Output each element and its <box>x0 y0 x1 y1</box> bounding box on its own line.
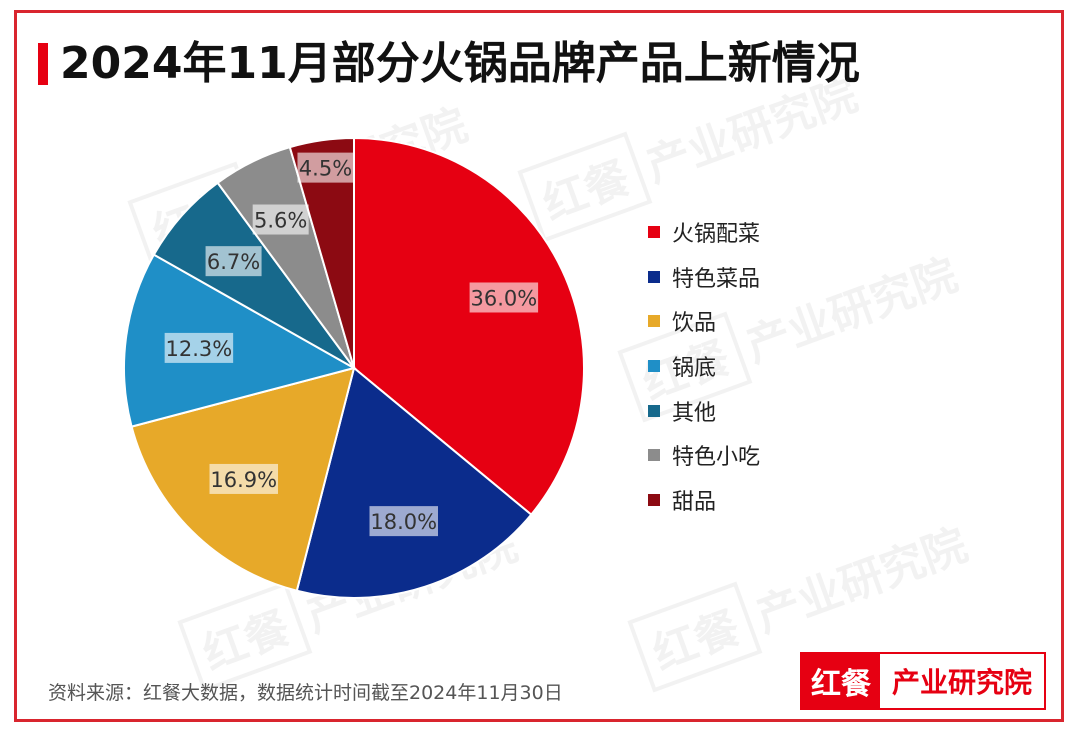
legend-swatch <box>648 493 660 506</box>
pie-data-label: 5.6% <box>252 204 309 235</box>
data-label-box <box>209 463 279 494</box>
pie-data-label: 16.9% <box>209 463 279 494</box>
data-label-box <box>164 332 234 363</box>
title-accent-bar <box>38 43 48 85</box>
pie-data-label: 12.3% <box>164 332 234 363</box>
chart-legend: 火锅配菜 特色菜品 饮品 锅底 其他 特色小吃 甜品 <box>648 210 760 522</box>
legend-item: 锅底 <box>648 344 760 389</box>
data-label-box <box>252 204 309 235</box>
logo-mark: 红餐 <box>802 654 880 708</box>
legend-label: 饮品 <box>672 311 717 337</box>
legend-item: 甜品 <box>648 478 760 523</box>
pie-data-label: 18.0% <box>369 506 439 537</box>
data-label-text: 6.7% <box>207 250 260 274</box>
chart-title: 2024年11月部分火锅品牌产品上新情况 <box>60 38 860 89</box>
pie-data-label: 6.7% <box>205 246 262 277</box>
data-label-box <box>469 282 539 313</box>
pie-slice <box>288 136 355 369</box>
legend-swatch <box>648 226 660 239</box>
legend-swatch <box>648 360 660 373</box>
legend-label: 火锅配菜 <box>672 222 761 248</box>
legend-swatch <box>648 315 660 328</box>
legend-item: 特色小吃 <box>648 433 760 478</box>
data-label-text: 18.0% <box>370 510 437 534</box>
pie-slices <box>123 136 585 599</box>
legend-swatch <box>648 404 660 417</box>
legend-label: 甜品 <box>672 489 717 515</box>
data-source-note: 资料来源：红餐大数据，数据统计时间截至2024年11月30日 <box>48 682 563 704</box>
legend-swatch <box>648 449 660 462</box>
pie-slice <box>123 253 357 428</box>
pie-data-labels: 36.0% 18.0% 16.9% 12.3% 6.7% 5.6% 4.5% <box>164 152 539 537</box>
data-label-text: 12.3% <box>166 337 233 361</box>
legend-item: 其他 <box>648 388 760 433</box>
logo-text: 产业研究院 <box>880 654 1045 708</box>
data-label-text: 16.9% <box>210 468 277 492</box>
legend-label: 特色菜品 <box>672 266 761 292</box>
legend-item: 饮品 <box>648 299 760 344</box>
data-label-box <box>205 246 262 277</box>
legend-swatch <box>648 270 660 283</box>
data-label-text: 5.6% <box>254 209 307 233</box>
data-label-text: 36.0% <box>470 286 537 310</box>
data-label-text: 4.5% <box>299 157 352 181</box>
legend-label: 锅底 <box>672 356 717 382</box>
data-label-box <box>369 506 439 537</box>
data-label-box <box>297 152 354 183</box>
legend-label: 特色小吃 <box>672 445 761 471</box>
pie-slice <box>295 366 533 599</box>
legend-label: 其他 <box>672 400 717 426</box>
pie-data-label: 4.5% <box>297 152 354 183</box>
pie-slice <box>353 136 585 517</box>
legend-item: 特色菜品 <box>648 255 760 300</box>
brand-logo: 红餐 产业研究院 <box>800 652 1047 710</box>
legend-item: 火锅配菜 <box>648 210 760 255</box>
pie-data-label: 36.0% <box>469 282 539 313</box>
